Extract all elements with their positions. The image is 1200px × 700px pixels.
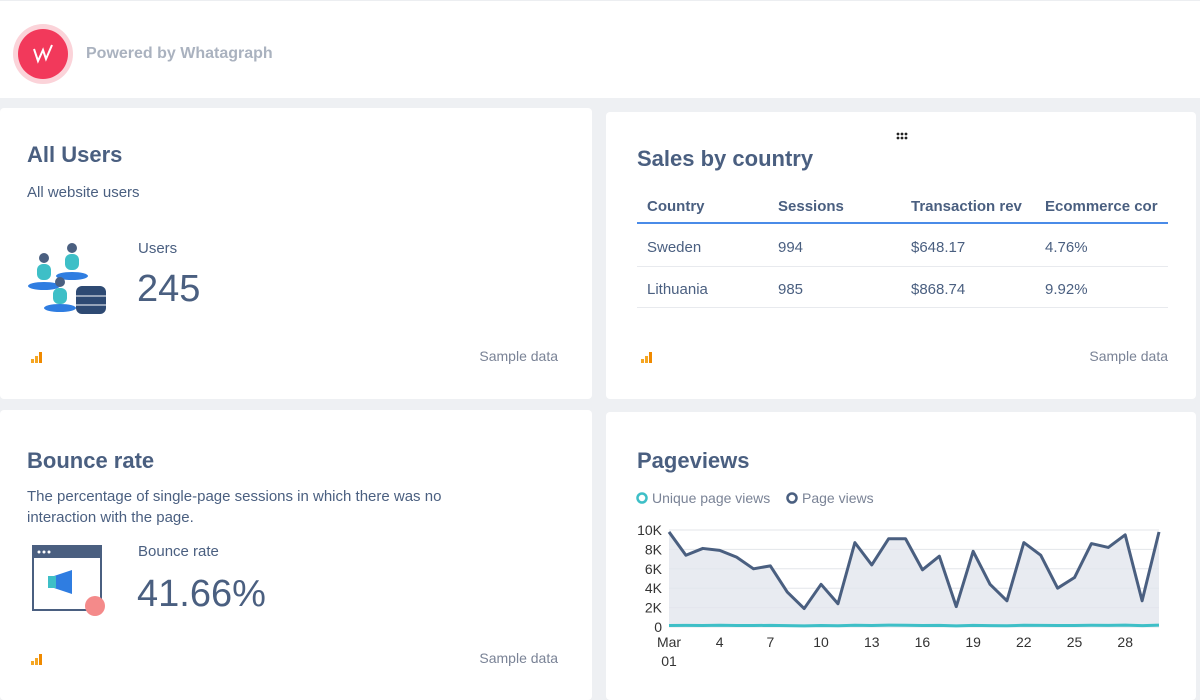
x-tick-label: 7 (766, 634, 775, 650)
card-title: All Users (27, 142, 123, 167)
source-icon (641, 352, 652, 363)
x-tick-label: 10 (813, 634, 829, 650)
row-rule (637, 266, 1168, 267)
column-header: Transaction rev (911, 198, 1022, 215)
card-footer: Sample data (479, 348, 558, 364)
metric-label: Users (138, 240, 178, 257)
drag-handle[interactable] (896, 132, 910, 140)
card-footer: Sample data (479, 650, 558, 666)
x-tick-label: 28 (1117, 634, 1133, 650)
metric-value: 245 (137, 268, 201, 310)
users-icon (28, 243, 106, 314)
column-header: Sessions (778, 198, 844, 215)
legend-marker (636, 492, 648, 504)
area (669, 531, 1159, 627)
legend-label: Unique page views (652, 490, 770, 506)
logo (13, 24, 73, 84)
card-subtitle: All website users (27, 184, 140, 201)
table-cell: 985 (778, 281, 804, 298)
table-cell: $868.74 (911, 281, 966, 298)
card-subtitle: The percentage of single-page sessions i… (27, 488, 442, 526)
x-tick-label: 25 (1066, 634, 1083, 650)
chart-title: Pageviews (637, 448, 750, 473)
card-title: Sales by country (637, 146, 814, 171)
bounce-card: Bounce rate The percentage of single-pag… (0, 410, 592, 700)
table-cell: Lithuania (647, 281, 708, 298)
y-tick-label: 2K (645, 600, 663, 616)
series-line (667, 531, 1161, 611)
source-icon (31, 654, 42, 665)
brand: Powered by Whatagraph (86, 45, 273, 62)
sales-card: Sales by country Country Sessions Transact… (606, 112, 1196, 399)
table-cell: $648.17 (911, 239, 966, 256)
y-tick-label: 6K (645, 561, 663, 577)
header: Powered by Whatagraph (0, 0, 1200, 98)
table-cell: 9.92% (1045, 281, 1088, 298)
card-footer: Sample data (1089, 348, 1168, 364)
x-tick-label: 19 (965, 634, 981, 650)
series-line (668, 623, 1160, 628)
table: Country Sessions Transaction rev Ecommerce … (637, 112, 1168, 312)
y-tick-label: 8K (645, 541, 663, 557)
y-tick-label: 0 (654, 619, 662, 635)
y-tick-label: 10K (637, 522, 663, 538)
pageviews-card: Pageviews 0 2K 4K 6K 8K 10K Unique page views P… (606, 412, 1196, 700)
metric-value: 41.66% (137, 573, 266, 615)
table-cell: Sweden (647, 239, 702, 256)
x-tick-label: 16 (914, 634, 931, 650)
all-users-card: All Users All website users Users 245 Sa… (0, 108, 592, 399)
column-header: Country (647, 198, 705, 215)
column-header: Ecommerce cor (1045, 198, 1158, 215)
metric-label: Bounce rate (138, 543, 219, 560)
y-tick-label: 4K (645, 580, 663, 596)
row-rule (637, 307, 1168, 308)
bounce-icon (32, 545, 105, 616)
x-tick-label: 4 (715, 634, 724, 650)
x-tick-label: Mar 01 (656, 634, 682, 669)
card-title: Bounce rate (27, 448, 155, 473)
chart: 0 2K 4K 6K 8K 10K Unique page views Page views (636, 490, 1161, 635)
source-icon (31, 352, 42, 363)
x-tick-label: 13 (863, 634, 880, 650)
legend-label: Page views (802, 490, 874, 506)
x-tick-label: 22 (1016, 634, 1032, 650)
header-rule (637, 222, 1168, 224)
table-cell: 994 (778, 239, 804, 256)
legend-marker (786, 492, 798, 504)
table-cell: 4.76% (1045, 239, 1088, 256)
